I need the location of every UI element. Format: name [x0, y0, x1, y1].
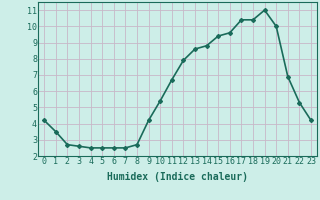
X-axis label: Humidex (Indice chaleur): Humidex (Indice chaleur) [107, 172, 248, 182]
